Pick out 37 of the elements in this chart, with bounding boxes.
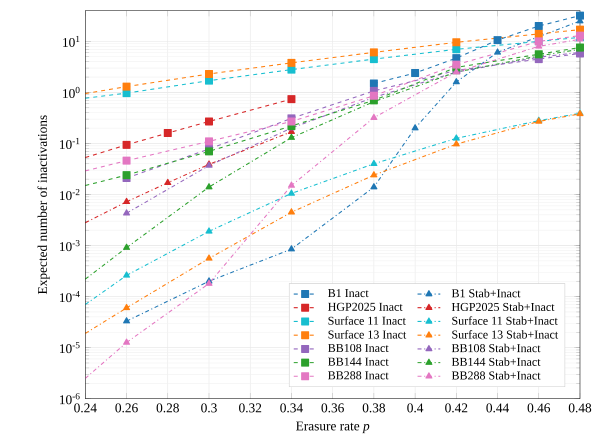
legend-label: BB288 Inact (328, 371, 389, 380)
legend-label: HGP2025 Stab+Inact (452, 302, 554, 312)
y-tick-label: 10$^{-1}$ (60, 138, 80, 150)
y-tick-label: 10$^{0}$ (63, 87, 80, 98)
legend-label: Surface 13 Stab+Inact (452, 330, 558, 339)
y-tick-label: 10$^{-3}$ (60, 240, 80, 252)
x-tick-label: 0.24 (74, 404, 97, 413)
x-axis-title: Erasure rate p (296, 422, 370, 434)
legend-label: BB144 Stab+Inact (452, 358, 541, 366)
y-tick-label: 10$^{-6}$ (60, 393, 80, 404)
y-tick-label: 10$^{-5}$ (60, 342, 80, 354)
legend-label: HGP2025 Inact (328, 302, 403, 312)
x-tick-label: 0.4 (407, 404, 424, 413)
y-tick-label: 10$^{-2}$ (60, 189, 80, 200)
legend-label: B1 Inact (328, 289, 369, 298)
x-tick-label: 0.48 (568, 404, 592, 413)
legend-label: BB144 Inact (328, 358, 389, 366)
legend-label: BB108 Stab+Inact (452, 344, 541, 352)
x-tick-label: 0.32 (239, 404, 262, 413)
x-tick-label: 0.36 (322, 404, 344, 413)
x-tick-label: 0.3 (201, 404, 217, 413)
legend-label: BB288 Stab+Inact (452, 371, 541, 380)
x-tick-label: 0.46 (528, 404, 550, 413)
legend-label: Surface 11 Stab+Inact (452, 316, 558, 325)
x-tick-label: 0.42 (445, 404, 468, 413)
legend-label: Surface 11 Inact (328, 316, 406, 325)
y-tick-label: 10$^{1}$ (63, 36, 80, 48)
x-tick-label: 0.28 (156, 404, 179, 413)
x-tick-label: 0.44 (486, 404, 510, 413)
x-tick-label: 0.26 (115, 404, 138, 413)
legend-label: B1 Stab+Inact (452, 289, 520, 298)
legend-label: Surface 13 Inact (328, 330, 406, 339)
y-tick-label: 10$^{-4}$ (60, 291, 80, 302)
legend-label: BB108 Inact (328, 344, 389, 352)
x-tick-label: 0.38 (362, 404, 386, 413)
y-axis-title: Expected number of inactivations (37, 116, 50, 294)
x-tick-label: 0.34 (280, 404, 303, 413)
